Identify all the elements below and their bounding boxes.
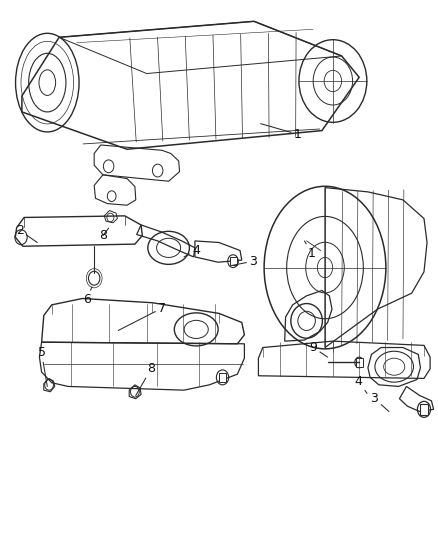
Text: 9: 9 xyxy=(309,341,328,357)
Text: 8: 8 xyxy=(99,228,109,242)
Bar xyxy=(420,404,428,415)
Text: 8: 8 xyxy=(136,362,155,395)
Text: 4: 4 xyxy=(354,375,367,393)
Text: 3: 3 xyxy=(232,255,257,268)
Text: 6: 6 xyxy=(83,287,92,306)
Text: 2: 2 xyxy=(16,224,37,243)
Text: 7: 7 xyxy=(118,302,166,330)
Text: 4: 4 xyxy=(184,244,200,257)
Text: 5: 5 xyxy=(38,346,47,386)
Bar xyxy=(356,358,363,367)
Text: 1: 1 xyxy=(304,241,316,260)
Bar xyxy=(219,373,226,382)
Text: 3: 3 xyxy=(371,392,389,411)
Bar xyxy=(230,257,237,265)
Text: 1: 1 xyxy=(261,124,302,141)
